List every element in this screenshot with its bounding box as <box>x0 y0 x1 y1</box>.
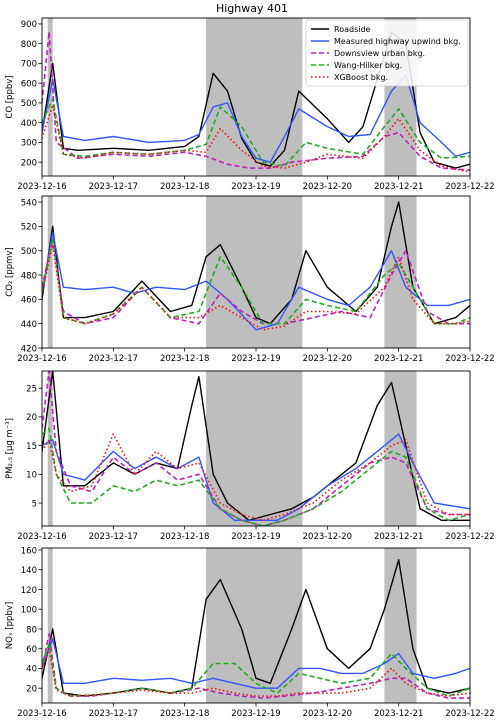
series-xgboost-bkg-line <box>42 647 470 697</box>
legend-box <box>305 19 469 87</box>
y-tick-label: 480 <box>21 271 37 281</box>
series-wang-hilker-bkg-line <box>42 237 470 325</box>
y-tick-label: 200 <box>21 158 37 168</box>
series-wang-hilker-bkg-line <box>42 98 470 167</box>
x-tick-label: 2023-12-20 <box>303 532 352 542</box>
y-tick-label: 100 <box>21 606 37 616</box>
legend-label: XGBoost bkg. <box>334 73 388 82</box>
x-tick-label: 2023-12-21 <box>374 532 423 542</box>
shaded-period-1 <box>47 196 53 348</box>
y-axis-label: NOₓ [ppbv] <box>5 602 15 649</box>
figure-title: Highway 401 <box>216 2 288 15</box>
series-xgboost-bkg-line <box>42 433 470 522</box>
y-tick-label: 40 <box>26 665 37 675</box>
series-wang-hilker-bkg-line <box>42 427 470 526</box>
x-tick-label: 2023-12-18 <box>160 354 209 364</box>
shaded-period-1 <box>47 18 53 176</box>
x-tick-label: 2023-12-19 <box>231 709 280 719</box>
x-tick-label: 2023-12-17 <box>89 709 138 719</box>
x-tick-label: 2023-12-16 <box>17 354 66 364</box>
series-measured-highway-upwind-bkg-line <box>42 433 470 521</box>
y-tick-label: 120 <box>21 586 37 596</box>
legend-label: Roadside <box>334 25 371 34</box>
y-tick-label: 15 <box>26 442 37 452</box>
y-tick-label: 5 <box>32 499 37 509</box>
panel-3: 5 10 15 20 25 2023-12-16 2023-12-17 2023-12-18 2… <box>5 370 495 542</box>
y-tick-label: 160 <box>21 546 37 556</box>
y-tick-label: 800 <box>21 40 37 50</box>
x-tick-label: 2023-12-16 <box>17 709 66 719</box>
x-tick-label: 2023-12-17 <box>89 182 138 192</box>
y-tick-label: 500 <box>21 99 37 109</box>
x-tick-label: 2023-12-20 <box>303 182 352 192</box>
y-tick-label: 440 <box>21 320 37 330</box>
y-axis-label: CO [ppbv] <box>5 75 15 118</box>
x-tick-label: 2023-12-19 <box>231 532 280 542</box>
y-tick-label: 900 <box>21 20 37 30</box>
x-tick-label: 2023-12-22 <box>445 354 494 364</box>
shaded-period-1 <box>47 548 53 703</box>
y-tick-label: 20 <box>26 413 37 423</box>
y-tick-label: 60 <box>26 645 37 655</box>
shaded-period-3 <box>384 371 417 526</box>
x-tick-label: 2023-12-17 <box>89 532 138 542</box>
legend-label: Measured highway upwind bkg. <box>334 37 461 46</box>
x-tick-label: 2023-12-18 <box>160 709 209 719</box>
shaded-period-1 <box>47 371 53 526</box>
x-tick-label: 2023-12-22 <box>445 709 494 719</box>
x-tick-label: 2023-12-18 <box>160 182 209 192</box>
y-tick-label: 420 <box>21 344 37 354</box>
y-tick-label: 460 <box>21 296 37 306</box>
series-xgboost-bkg-line <box>42 104 470 173</box>
shaded-period-2 <box>206 371 303 526</box>
y-tick-label: 500 <box>21 247 37 257</box>
legend: Roadside Measured highway upwind bkg. Down… <box>305 19 469 87</box>
legend-label: Downsview urban bkg. <box>334 49 425 58</box>
y-tick-label: 80 <box>26 625 37 635</box>
series-roadside-line <box>42 201 470 325</box>
y-axis-label: PM₂.₅ [μg m⁻³] <box>5 418 15 479</box>
series-measured-highway-upwind-bkg-line <box>42 231 470 331</box>
x-tick-label: 2023-12-19 <box>231 182 280 192</box>
x-tick-label: 2023-12-22 <box>445 182 494 192</box>
y-tick-label: 300 <box>21 139 37 149</box>
y-tick-label: 25 <box>26 385 37 395</box>
x-tick-label: 2023-12-21 <box>374 354 423 364</box>
x-tick-label: 2023-12-16 <box>17 532 66 542</box>
x-tick-label: 2023-12-18 <box>160 532 209 542</box>
y-axis-label: CO₂ [ppmv] <box>5 247 15 296</box>
y-tick-label: 20 <box>26 684 37 694</box>
series-downsview-urban-bkg-line <box>42 30 470 171</box>
y-tick-label: 10 <box>26 471 37 481</box>
x-tick-label: 2023-12-16 <box>17 182 66 192</box>
y-tick-label: 140 <box>21 566 37 576</box>
x-tick-label: 2023-12-20 <box>303 354 352 364</box>
series-roadside-line <box>42 371 470 521</box>
x-tick-label: 2023-12-19 <box>231 354 280 364</box>
legend-label: Wang-Hilker bkg. <box>334 61 402 70</box>
y-tick-label: 520 <box>21 223 37 233</box>
y-tick-label: 540 <box>21 198 37 208</box>
shaded-period-2 <box>206 548 303 703</box>
x-tick-label: 2023-12-21 <box>374 182 423 192</box>
panel-4: 20 40 60 80 100 120 140 160 2023-12-16 2023-12-17… <box>5 546 495 719</box>
y-tick-label: 700 <box>21 60 37 70</box>
y-tick-label: 400 <box>21 119 37 129</box>
x-tick-label: 2023-12-17 <box>89 354 138 364</box>
x-tick-label: 2023-12-20 <box>303 709 352 719</box>
panel-2: 420 440 460 480 500 520 540 2023-12-16 2023-12-1… <box>5 195 495 364</box>
shaded-period-2 <box>206 18 303 176</box>
x-tick-label: 2023-12-21 <box>374 709 423 719</box>
y-tick-label: 600 <box>21 79 37 89</box>
x-tick-label: 2023-12-22 <box>445 532 494 542</box>
